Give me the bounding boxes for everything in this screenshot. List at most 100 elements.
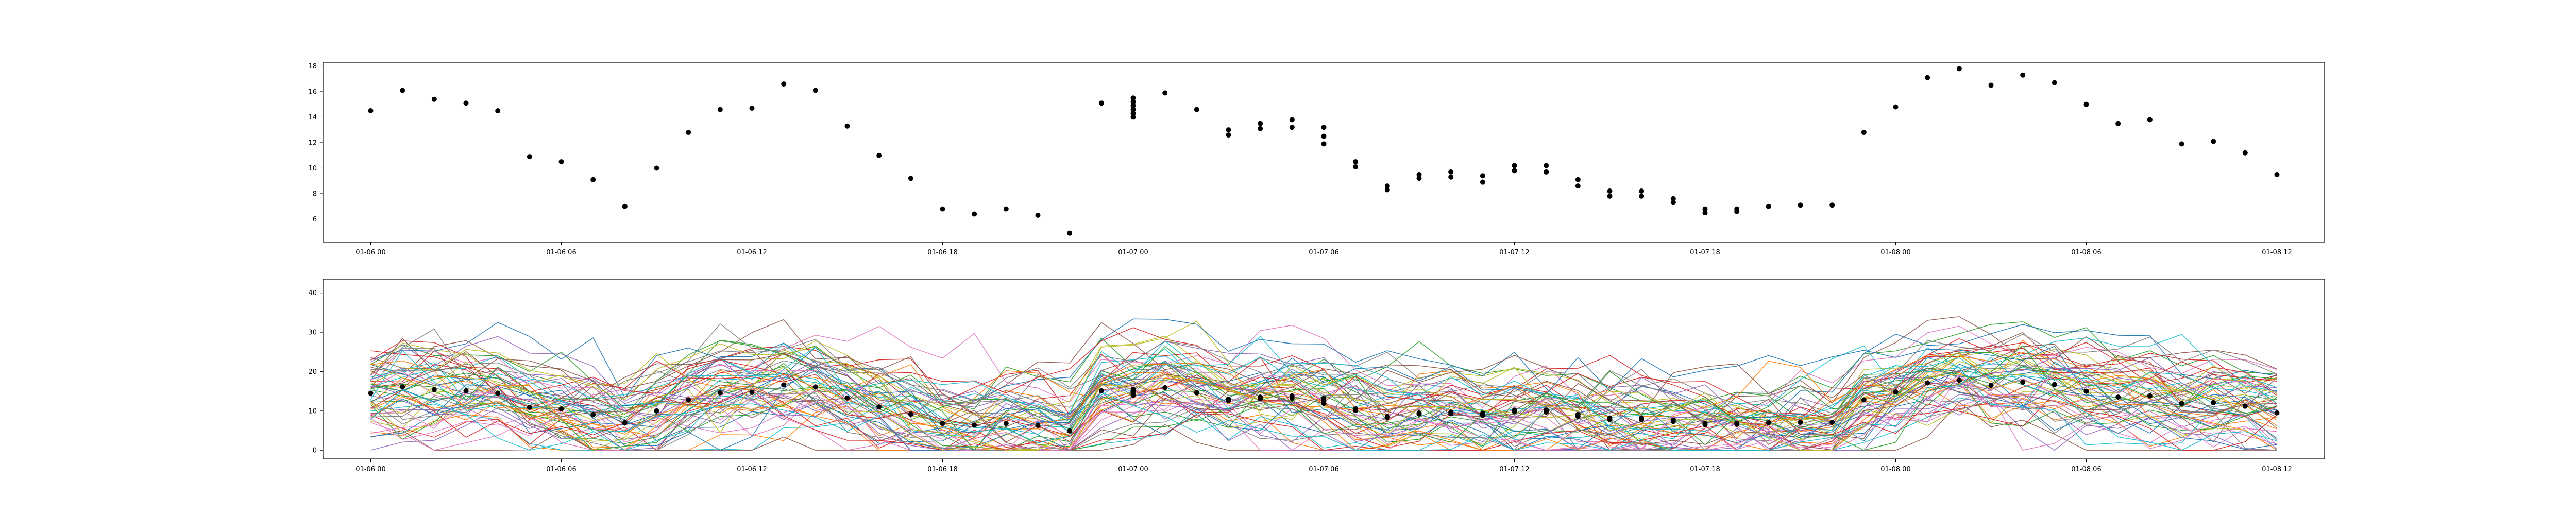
scatter-point — [1702, 210, 1708, 216]
scatter-point — [1321, 133, 1327, 139]
scatter-point — [1098, 100, 1104, 106]
scatter-point — [1130, 95, 1136, 101]
ensemble-x-tick-label: 01-08 06 — [2071, 466, 2101, 473]
scatter-point — [1512, 163, 1517, 168]
ensemble-overlay-point — [717, 390, 723, 396]
ensemble-overlay-point — [1829, 419, 1835, 425]
ensemble-line — [370, 362, 2277, 451]
scatter-point — [1925, 75, 1930, 80]
ensemble-overlay-point — [1321, 401, 1327, 406]
ensemble-overlay-point — [1226, 398, 1231, 403]
ensemble-overlay-point — [1003, 421, 1009, 426]
ensemble-lines — [370, 316, 2278, 451]
scatter-point — [1702, 206, 1708, 212]
ensemble-overlay-point — [1798, 419, 1803, 425]
scatter-point — [1289, 117, 1295, 123]
scatter-point — [1544, 163, 1549, 168]
scatter-point — [1321, 141, 1327, 147]
ensemble-overlay-point — [686, 397, 691, 403]
scatter-point — [1130, 107, 1136, 112]
scatter-point — [1289, 125, 1295, 130]
scatter-point — [749, 106, 755, 111]
ensemble-overlay-point — [431, 387, 437, 392]
ensemble-y-tick-label: 30 — [308, 329, 317, 337]
scatter-point — [876, 152, 882, 158]
ensemble-x-tick-label: 01-07 06 — [1309, 466, 1338, 473]
scatter-points — [368, 66, 2280, 236]
ensemble-overlay-point — [1544, 409, 1549, 415]
scatter-point — [622, 203, 628, 209]
scatter-point — [1226, 127, 1231, 133]
scatter-x-tick-label: 01-08 00 — [1880, 249, 1910, 256]
scatter-point — [1956, 66, 1962, 72]
ensemble-line — [370, 336, 2277, 439]
ensemble-overlay-point — [1035, 423, 1041, 428]
ensemble-overlay-point — [590, 411, 596, 417]
ensemble-line — [370, 344, 2277, 439]
scatter-point — [463, 100, 469, 106]
ensemble-overlay-point — [1289, 393, 1295, 399]
ensemble-overlay-point — [527, 404, 532, 410]
ensemble-y-tick-label: 20 — [308, 368, 317, 376]
ensemble-overlay-point — [1512, 409, 1517, 415]
scatter-point — [2147, 117, 2153, 123]
ensemble-overlay-point — [1162, 385, 1168, 390]
scatter-point — [1829, 202, 1835, 208]
ensemble-x-tick-label: 01-06 12 — [737, 466, 767, 473]
ensemble-overlay-point — [781, 382, 787, 388]
scatter-point — [1321, 125, 1327, 130]
scatter-point — [1384, 187, 1390, 193]
ensemble-line — [370, 342, 2277, 436]
scatter-point — [940, 206, 945, 212]
ensemble-overlay-point — [1098, 388, 1104, 393]
ensemble-line — [370, 357, 2277, 451]
scatter-point — [495, 108, 501, 114]
scatter-y-tick-label: 12 — [308, 139, 317, 147]
scatter-point — [1988, 82, 1994, 88]
scatter-x-tick-label: 01-06 06 — [546, 249, 576, 256]
scatter-point — [1258, 126, 1263, 131]
scatter-point — [1607, 193, 1613, 199]
ensemble-overlay-point — [1258, 394, 1263, 400]
ensemble-line — [370, 338, 2277, 437]
scatter-point — [1861, 130, 1867, 135]
ensemble-line — [370, 373, 2277, 451]
scatter-point — [1130, 99, 1136, 105]
ensemble-x-tick-label: 01-06 00 — [355, 466, 385, 473]
ensemble-line — [370, 389, 2277, 451]
ensemble-line — [370, 360, 2277, 451]
scatter-x-tick-label: 01-08 06 — [2071, 249, 2101, 256]
scatter-point — [1353, 159, 1359, 165]
ensemble-overlay-point — [368, 390, 374, 396]
scatter-x-tick-label: 01-07 00 — [1118, 249, 1148, 256]
scatter-point — [527, 154, 532, 160]
ensemble-overlay-point — [463, 388, 469, 393]
scatter-point — [1544, 169, 1549, 175]
scatter-y-tick-label: 6 — [313, 216, 317, 224]
ensemble-overlay-point — [495, 390, 501, 396]
scatter-point — [2115, 121, 2121, 126]
ensemble-line — [370, 343, 2277, 451]
scatter-y-tick-label: 10 — [308, 165, 317, 173]
ensemble-overlay-point — [1194, 390, 1199, 396]
ensemble-overlay-point — [1956, 377, 1962, 383]
ensemble-line — [370, 370, 2277, 451]
scatter-point — [2020, 72, 2026, 78]
scatter-y-tick-label: 8 — [313, 190, 317, 198]
ensemble-line — [370, 352, 2277, 447]
scatter-point — [654, 165, 659, 171]
ensemble-y-tick-label: 0 — [313, 447, 317, 455]
ensemble-x-tick-label: 01-06 18 — [927, 466, 957, 473]
scatter-point — [1480, 173, 1485, 179]
scatter-point — [1670, 196, 1676, 201]
ensemble-line — [370, 392, 2277, 451]
ensemble-overlay-point — [2242, 403, 2248, 409]
scatter-point — [1512, 168, 1517, 174]
scatter-x-tick-label: 01-07 06 — [1309, 249, 1338, 256]
scatter-x-axis: 01-06 00 01-06 06 01-06 12 01-06 18 01-07 00… — [355, 242, 2292, 256]
ensemble-line — [370, 318, 2277, 423]
scatter-x-tick-label: 01-06 12 — [737, 249, 767, 256]
